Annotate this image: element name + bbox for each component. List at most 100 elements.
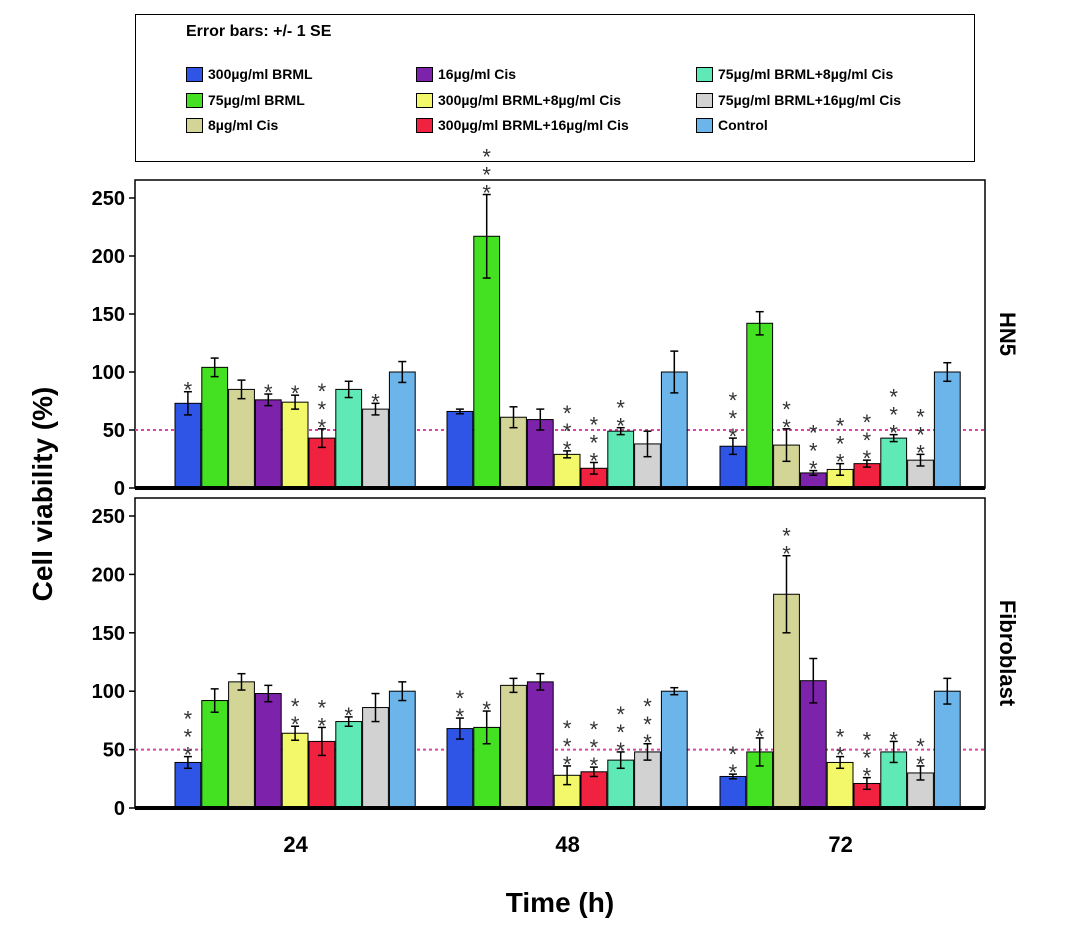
legend-label: 75µg/ml BRML+16µg/ml Cis — [718, 92, 902, 108]
y-tick-label: 0 — [114, 798, 125, 820]
legend-swatch — [696, 93, 713, 108]
legend-item: 75µg/ml BRML+16µg/ml Cis — [696, 93, 978, 108]
significance-star: * — [809, 421, 818, 446]
significance-star: * — [836, 432, 845, 457]
significance-star: * — [782, 542, 791, 567]
significance-star: * — [318, 397, 327, 422]
significance-star: * — [482, 181, 491, 206]
significance-star: * — [563, 401, 572, 426]
bar — [500, 684, 527, 809]
significance-star: * — [371, 389, 380, 414]
significance-star: * — [782, 397, 791, 422]
legend-swatch — [696, 118, 713, 133]
significance-star: * — [291, 381, 300, 406]
significance-star: * — [344, 703, 353, 728]
significance-star: * — [916, 404, 925, 429]
y-tick-label: 150 — [92, 304, 125, 326]
significance-star: * — [456, 704, 465, 729]
significance-star: * — [616, 738, 625, 763]
bar — [281, 732, 309, 809]
legend-item: Control — [696, 118, 978, 133]
significance-star: * — [729, 742, 738, 767]
significance-star: * — [590, 717, 599, 742]
significance-star: * — [782, 415, 791, 440]
legend-label: 16µg/ml Cis — [438, 66, 517, 82]
significance-star: * — [729, 760, 738, 785]
legend-label: 300µg/ml BRML+8µg/ml Cis — [438, 92, 622, 108]
significance-star: * — [836, 450, 845, 475]
legend-item: 300µg/ml BRML — [186, 67, 468, 82]
significance-star: * — [836, 743, 845, 768]
panel-label: HN5 — [995, 312, 1020, 356]
legend-item: 75µg/ml BRML — [186, 93, 468, 108]
y-tick-label: 0 — [114, 478, 125, 500]
bar — [933, 371, 961, 489]
x-tick-label: 72 — [828, 832, 852, 857]
y-tick-label: 50 — [103, 420, 125, 442]
significance-star: * — [889, 403, 898, 428]
significance-star: * — [755, 724, 764, 749]
legend-item: 75µg/ml BRML+8µg/ml Cis — [696, 67, 978, 82]
legend-swatch — [416, 93, 433, 108]
bar — [446, 728, 474, 809]
significance-star: * — [729, 406, 738, 431]
significance-star: * — [863, 446, 872, 471]
bar — [228, 681, 255, 809]
legend-swatch — [416, 67, 433, 82]
significance-star: * — [590, 735, 599, 760]
significance-star: * — [291, 712, 300, 737]
significance-star: * — [318, 415, 327, 440]
x-tick-label: 48 — [555, 832, 579, 857]
significance-star: * — [318, 713, 327, 738]
significance-star: * — [590, 412, 599, 437]
significance-star: * — [563, 437, 572, 462]
significance-star: * — [184, 707, 193, 732]
significance-star: * — [616, 414, 625, 439]
significance-star: * — [782, 524, 791, 549]
significance-star: * — [643, 712, 652, 737]
significance-star: * — [563, 419, 572, 444]
legend-swatch — [186, 93, 203, 108]
bar — [362, 408, 389, 489]
significance-star: * — [836, 414, 845, 439]
y-tick-label: 100 — [92, 681, 125, 703]
legend-item: 300µg/ml BRML+16µg/ml Cis — [416, 118, 693, 133]
significance-star: * — [836, 725, 845, 750]
legend-label: 75µg/ml BRML+8µg/ml Cis — [718, 66, 894, 82]
significance-star: * — [863, 764, 872, 789]
legend-swatch — [696, 67, 713, 82]
y-tick-label: 250 — [92, 188, 125, 210]
bar — [526, 681, 554, 809]
significance-star: * — [809, 457, 818, 482]
bar — [607, 430, 635, 489]
significance-star: * — [616, 720, 625, 745]
legend-item: 8µg/ml Cis — [186, 118, 468, 133]
significance-star: * — [563, 716, 572, 741]
y-tick-label: 200 — [92, 564, 125, 586]
legend-swatch — [186, 118, 203, 133]
bar — [746, 322, 774, 489]
significance-star: * — [482, 163, 491, 188]
bar — [174, 761, 202, 809]
significance-star: * — [264, 380, 273, 405]
significance-star: * — [809, 439, 818, 464]
legend-label: 75µg/ml BRML — [208, 92, 305, 108]
bar — [826, 761, 854, 809]
bar — [174, 402, 202, 489]
bar — [335, 388, 363, 489]
bar — [201, 700, 229, 809]
significance-star: * — [590, 430, 599, 455]
significance-star: * — [590, 753, 599, 778]
significance-star: * — [318, 379, 327, 404]
significance-star: * — [563, 734, 572, 759]
significance-star: * — [889, 727, 898, 752]
significance-star: * — [590, 448, 599, 473]
significance-star: * — [563, 752, 572, 777]
significance-star: * — [863, 746, 872, 771]
significance-star: * — [291, 694, 300, 719]
bar — [388, 371, 416, 489]
significance-star: * — [863, 728, 872, 753]
significance-star: * — [916, 422, 925, 447]
bar — [335, 721, 363, 809]
x-tick-label: 24 — [283, 832, 308, 857]
